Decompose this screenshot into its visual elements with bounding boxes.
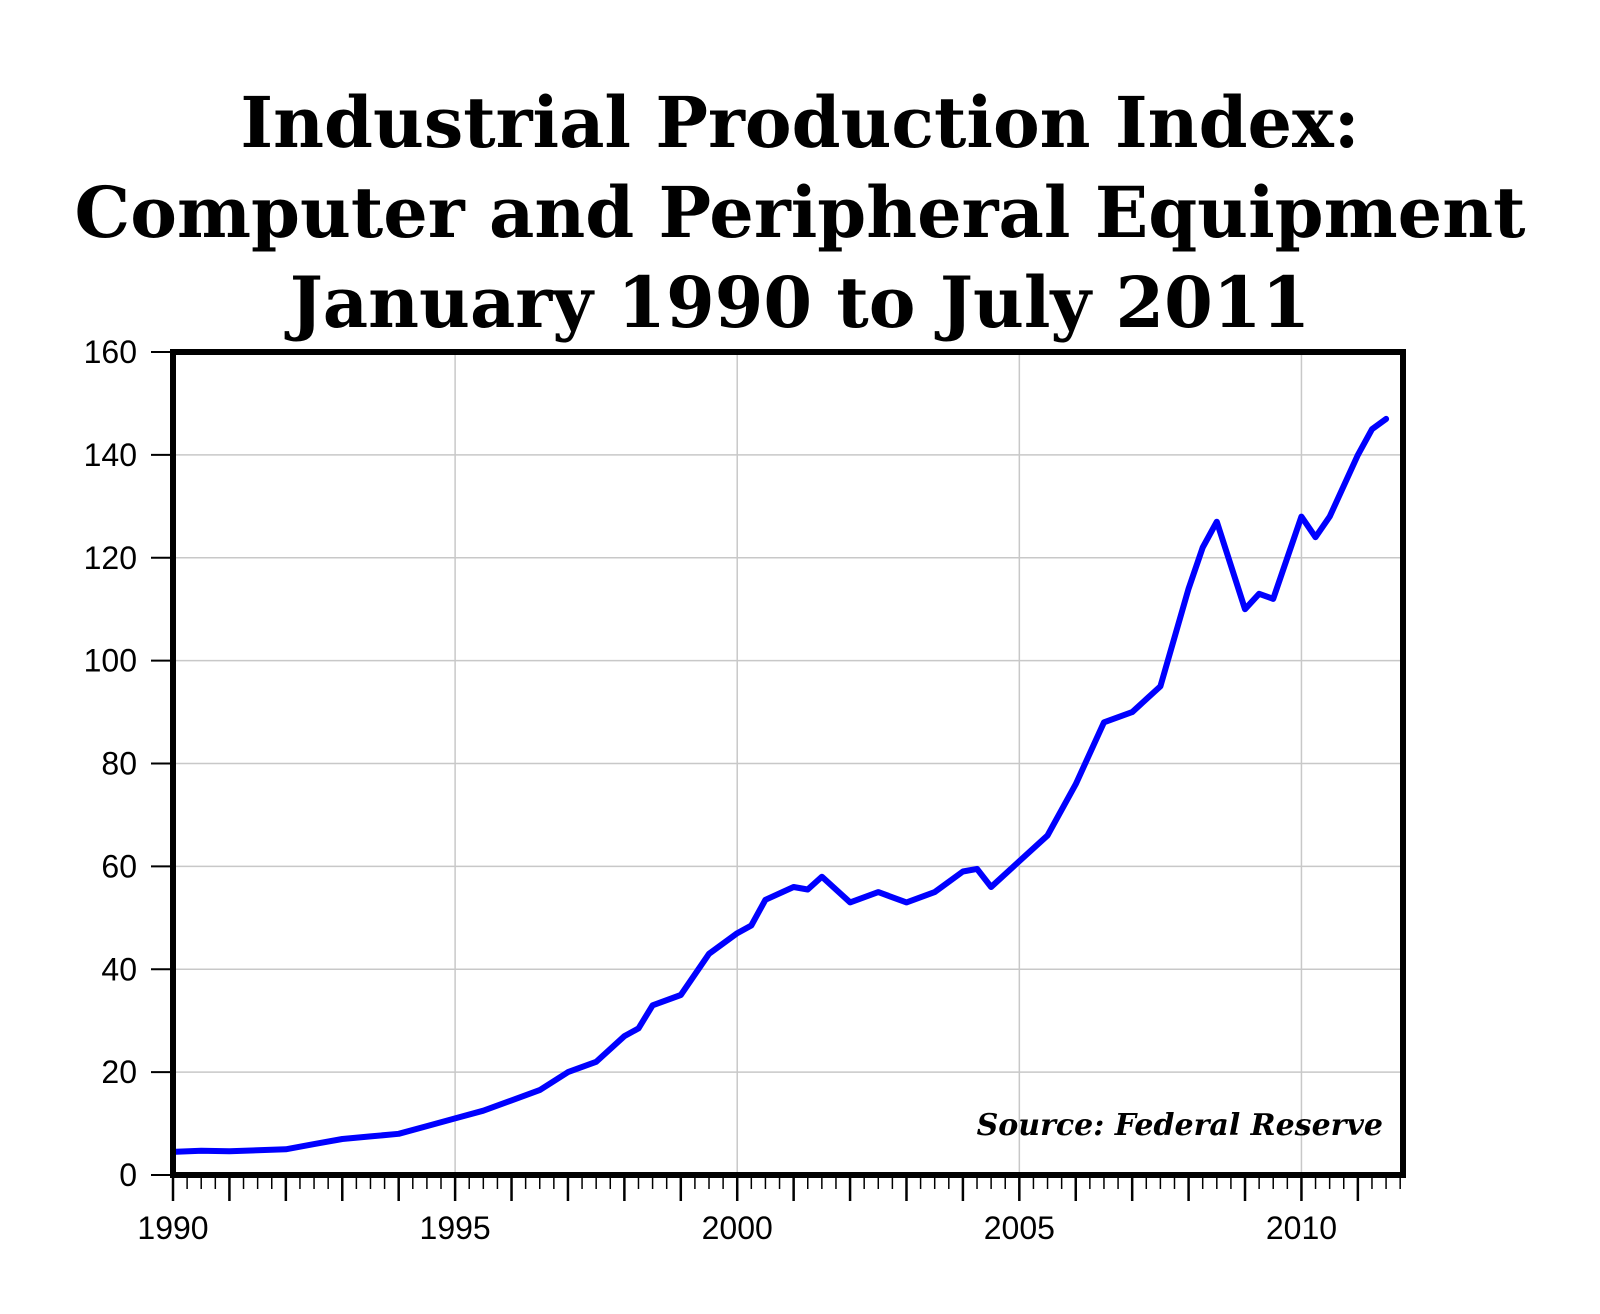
chart-title-line-1: Industrial Production Index:	[240, 81, 1360, 164]
plot-frame	[170, 349, 1406, 1178]
y-tick-label: 100	[84, 643, 137, 679]
x-tick-label: 2010	[1266, 1210, 1337, 1246]
axes: 0 20 40 60 80 100 120 140 160 1990 1995 2000 2005 201…	[84, 334, 1401, 1246]
series-line	[170, 415, 1390, 1155]
source-annotation: Source: Federal Reserve	[977, 1108, 1383, 1143]
x-tick-label: 2000	[702, 1210, 773, 1246]
y-tick-label: 0	[119, 1157, 137, 1193]
x-tick-label: 1995	[420, 1210, 491, 1246]
x-tick-label: 2005	[984, 1210, 1055, 1246]
chart-title-line-3: January 1990 to July 2011	[289, 261, 1311, 344]
y-tick-label: 160	[84, 334, 137, 370]
y-tick-label: 20	[101, 1054, 137, 1090]
grid-lines	[173, 352, 1403, 1175]
chart-title: Industrial Production Index: Computer an…	[0, 78, 1600, 348]
chart-title-line-2: Computer and Peripheral Equipment	[74, 171, 1526, 254]
y-tick-label: 120	[84, 540, 137, 576]
y-tick-label: 40	[101, 951, 137, 987]
x-tick-label: 1990	[137, 1210, 208, 1246]
y-tick-label: 60	[101, 848, 137, 884]
y-tick-label: 80	[101, 746, 137, 782]
y-tick-label: 140	[84, 437, 137, 473]
